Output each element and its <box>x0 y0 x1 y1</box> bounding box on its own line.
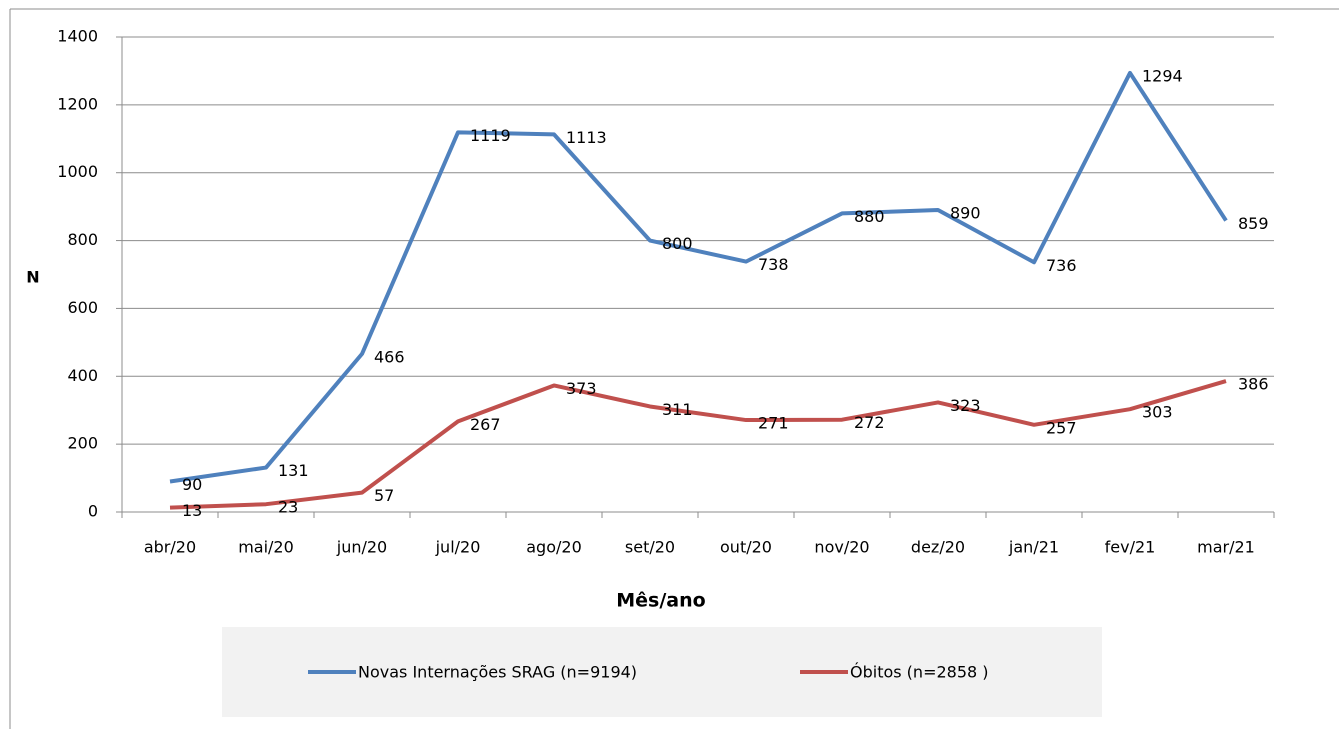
x-axis-label: Mês/ano <box>616 590 705 612</box>
data-label: 738 <box>758 255 789 274</box>
x-tick-label: fev/21 <box>1105 538 1156 557</box>
data-label: 880 <box>854 207 885 226</box>
data-label: 90 <box>182 475 202 494</box>
legend-box <box>222 627 1102 717</box>
x-tick-label: set/20 <box>625 538 675 557</box>
data-label: 267 <box>470 415 501 434</box>
legend-label: Novas Internações SRAG (n=9194) <box>358 663 637 682</box>
x-tick-label: nov/20 <box>814 538 869 557</box>
data-label: 373 <box>566 379 597 398</box>
data-label: 13 <box>182 501 202 520</box>
y-tick-label: 400 <box>67 366 98 385</box>
y-tick-label: 1000 <box>57 162 98 181</box>
data-label: 1294 <box>1142 66 1183 85</box>
x-tick-label: mai/20 <box>238 538 294 557</box>
y-tick-label: 1200 <box>57 94 98 113</box>
x-tick-label: dez/20 <box>911 538 965 557</box>
data-label: 890 <box>950 204 981 223</box>
data-label: 272 <box>854 413 885 432</box>
y-tick-label: 600 <box>67 298 98 317</box>
data-label: 466 <box>374 347 405 366</box>
data-label: 257 <box>1046 418 1077 437</box>
data-label: 311 <box>662 400 693 419</box>
data-label: 800 <box>662 234 693 253</box>
data-label: 57 <box>374 486 394 505</box>
x-tick-label: mar/21 <box>1197 538 1255 557</box>
data-label: 386 <box>1238 375 1269 394</box>
data-label: 1119 <box>470 126 511 145</box>
y-tick-label: 1400 <box>57 27 98 46</box>
data-label: 323 <box>950 396 981 415</box>
data-label: 303 <box>1142 403 1173 422</box>
y-axis-label: N <box>26 268 39 287</box>
series-line <box>169 379 1227 510</box>
x-tick-label: out/20 <box>720 538 772 557</box>
x-tick-label: jan/21 <box>1008 538 1059 557</box>
x-tick-label: jul/20 <box>435 538 481 557</box>
x-tick-label: jun/20 <box>336 538 387 557</box>
x-tick-label: ago/20 <box>526 538 582 557</box>
series-line <box>169 70 1228 484</box>
data-label: 131 <box>278 461 309 480</box>
y-tick-label: 800 <box>67 230 98 249</box>
data-label: 271 <box>758 414 789 433</box>
x-tick-label: abr/20 <box>144 538 196 557</box>
legend-label: Óbitos (n=2858 ) <box>850 663 989 682</box>
data-label: 736 <box>1046 256 1077 275</box>
data-label: 859 <box>1238 214 1269 233</box>
y-tick-label: 200 <box>67 434 98 453</box>
data-label: 23 <box>278 498 298 517</box>
data-label: 1113 <box>566 128 607 147</box>
y-tick-label: 0 <box>88 502 98 521</box>
